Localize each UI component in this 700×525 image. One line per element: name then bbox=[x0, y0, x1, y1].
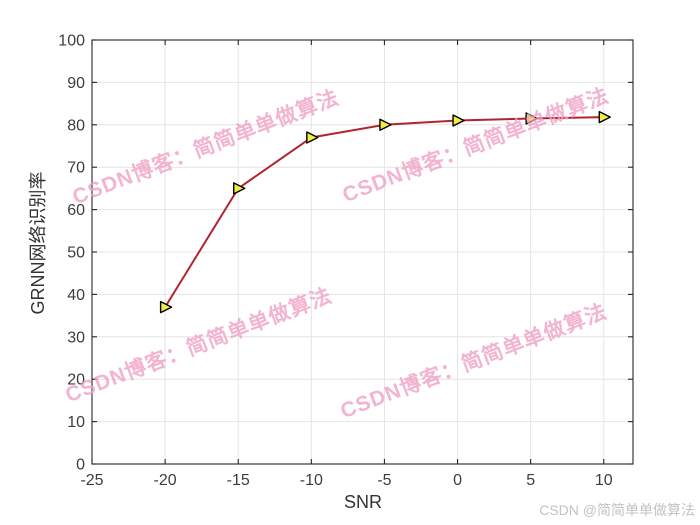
x-tick-label: 5 bbox=[526, 472, 535, 489]
y-axis-label: GRNN网络识别率 bbox=[28, 171, 48, 315]
marker bbox=[306, 131, 319, 144]
x-tick-labels: -25 -20 -15 -10 -5 0 5 10 bbox=[80, 472, 612, 489]
y-tick-label: 30 bbox=[67, 329, 85, 346]
y-tick-label: 0 bbox=[76, 457, 85, 474]
x-tick-label: -25 bbox=[80, 472, 103, 489]
marker bbox=[525, 112, 538, 125]
data-markers bbox=[159, 110, 611, 314]
y-tick-label: 80 bbox=[67, 117, 85, 134]
y-tick-label: 20 bbox=[67, 372, 85, 389]
tick-marks bbox=[91, 39, 633, 465]
marker bbox=[233, 182, 246, 195]
marker bbox=[598, 110, 611, 124]
y-tick-label: 50 bbox=[67, 245, 85, 262]
x-tick-label: 10 bbox=[595, 472, 613, 489]
marker bbox=[159, 300, 173, 314]
y-tick-label: 100 bbox=[58, 33, 85, 50]
x-axis-label: SNR bbox=[343, 492, 382, 512]
x-tick-label: 0 bbox=[453, 472, 462, 489]
x-tick-label: -5 bbox=[377, 472, 391, 489]
marker bbox=[379, 118, 392, 132]
marker bbox=[452, 114, 465, 127]
x-tick-label: -20 bbox=[154, 472, 177, 489]
x-tick-label: -15 bbox=[227, 472, 250, 489]
y-tick-labels: 0 10 20 30 40 50 60 70 80 90 100 bbox=[58, 33, 85, 474]
y-tick-label: 10 bbox=[67, 414, 85, 431]
y-tick-label: 90 bbox=[67, 75, 85, 92]
y-tick-label: 70 bbox=[67, 160, 85, 177]
y-tick-label: 60 bbox=[67, 202, 85, 219]
y-tick-label: 40 bbox=[67, 287, 85, 304]
x-tick-label: -10 bbox=[300, 472, 323, 489]
grid-lines bbox=[91, 39, 633, 465]
